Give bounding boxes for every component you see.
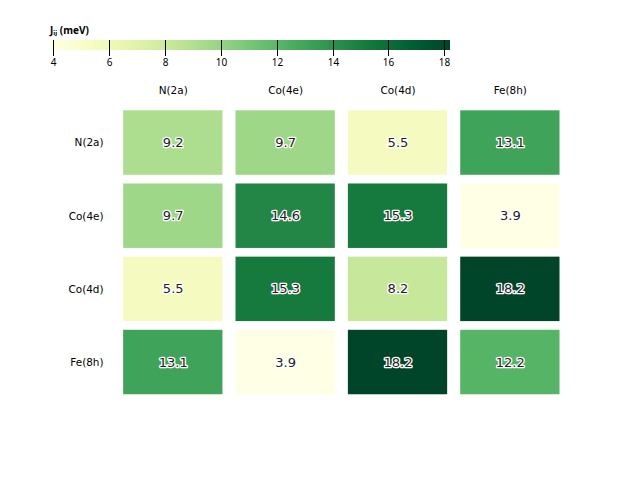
svg-text:13.1: 13.1 (159, 355, 188, 370)
svg-text:16: 16 (383, 55, 395, 69)
svg-text:5.5: 5.5 (163, 281, 184, 296)
svg-text:N(2a): N(2a) (75, 136, 104, 148)
svg-text:8: 8 (163, 55, 169, 69)
svg-text:9.7: 9.7 (275, 135, 296, 150)
svg-text:N(2a): N(2a) (159, 84, 188, 96)
svg-text:Jᵢⱼ (meV): Jᵢⱼ (meV) (49, 23, 89, 37)
svg-text:14: 14 (328, 55, 340, 69)
svg-text:5.5: 5.5 (388, 135, 409, 150)
svg-text:3.9: 3.9 (500, 208, 521, 223)
svg-text:Co(4e): Co(4e) (268, 84, 303, 96)
svg-text:15.3: 15.3 (271, 281, 300, 296)
svg-text:13.1: 13.1 (496, 135, 525, 150)
svg-text:14.6: 14.6 (271, 208, 300, 223)
svg-text:8.2: 8.2 (388, 281, 409, 296)
svg-text:18.2: 18.2 (496, 281, 525, 296)
svg-text:10: 10 (216, 55, 228, 69)
svg-text:4: 4 (51, 55, 57, 69)
svg-text:Fe(8h): Fe(8h) (70, 356, 103, 368)
svg-text:3.9: 3.9 (275, 355, 296, 370)
svg-text:18.2: 18.2 (383, 355, 412, 370)
svg-text:Co(4e): Co(4e) (69, 209, 104, 221)
svg-text:9.2: 9.2 (163, 135, 184, 150)
svg-text:6: 6 (107, 55, 113, 69)
svg-text:Fe(8h): Fe(8h) (494, 84, 527, 96)
svg-text:15.3: 15.3 (383, 208, 412, 223)
svg-text:Co(4d): Co(4d) (380, 84, 415, 96)
svg-text:12: 12 (272, 55, 284, 69)
svg-text:Co(4d): Co(4d) (68, 283, 103, 295)
svg-text:12.2: 12.2 (496, 355, 525, 370)
svg-text:9.7: 9.7 (163, 208, 184, 223)
svg-text:18: 18 (439, 55, 451, 69)
